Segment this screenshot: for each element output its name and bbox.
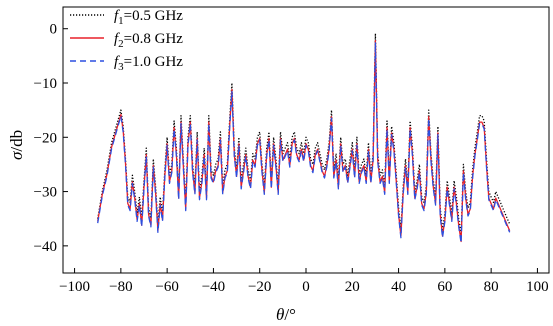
x-tick-label: −100 <box>59 279 90 295</box>
y-axis-unit: /db <box>7 130 26 152</box>
y-tick-label: 0 <box>50 22 58 38</box>
legend-var-f3: f <box>114 54 120 70</box>
legend-entry-f2: f2=0.8 GHz <box>70 31 183 50</box>
legend: f1=0.5 GHz f2=0.8 GHz f3=1.0 GHz <box>70 8 183 73</box>
legend-label-f2: f2=0.8 GHz <box>114 31 183 50</box>
legend-entry-f1: f1=0.5 GHz <box>70 8 183 27</box>
y-axis-var: σ <box>7 151 26 160</box>
x-tick-label: 100 <box>526 279 549 295</box>
y-axis-title: σ/db <box>7 130 26 160</box>
x-tick-label: 20 <box>345 279 360 295</box>
legend-var-f1: f <box>114 8 120 24</box>
x-tick-label: −20 <box>248 279 271 295</box>
axis-ticks: −100 −80 −60 −40 −20 0 20 40 60 80 100 0 −10 −20 −30 −4… <box>34 22 549 295</box>
series-line-f3 <box>97 41 511 244</box>
legend-label-f3: f3=1.0 GHz <box>114 54 183 73</box>
x-tick-label: −40 <box>202 279 225 295</box>
legend-sub-f3: 3 <box>118 61 124 73</box>
legend-entry-f3: f3=1.0 GHz <box>70 54 183 73</box>
x-tick-label: −80 <box>109 279 132 295</box>
x-tick-label: 80 <box>484 279 499 295</box>
legend-var-f2: f <box>114 31 120 47</box>
y-tick-label: −40 <box>34 239 57 255</box>
y-tick-label: −30 <box>34 185 57 201</box>
series-layer <box>97 32 511 244</box>
legend-text-f2: =0.8 GHz <box>124 31 184 47</box>
series-line-f1 <box>97 32 511 236</box>
legend-label-f1: f1=0.5 GHz <box>114 8 183 27</box>
x-tick-label: 60 <box>437 279 452 295</box>
legend-sub-f2: 2 <box>118 38 124 50</box>
legend-text-f3: =1.0 GHz <box>124 54 184 70</box>
legend-text-f1: =0.5 GHz <box>124 8 184 24</box>
x-axis-title: θ/° <box>276 305 296 324</box>
y-tick-label: −20 <box>34 130 57 146</box>
x-tick-label: −60 <box>155 279 178 295</box>
legend-sub-f1: 1 <box>118 15 124 27</box>
x-tick-label: 0 <box>302 279 310 295</box>
series-line-f2 <box>97 40 511 243</box>
y-tick-label: −10 <box>34 76 57 92</box>
x-axis-var: θ <box>276 305 284 324</box>
x-tick-label: 40 <box>391 279 406 295</box>
x-axis-unit: /° <box>284 305 296 324</box>
